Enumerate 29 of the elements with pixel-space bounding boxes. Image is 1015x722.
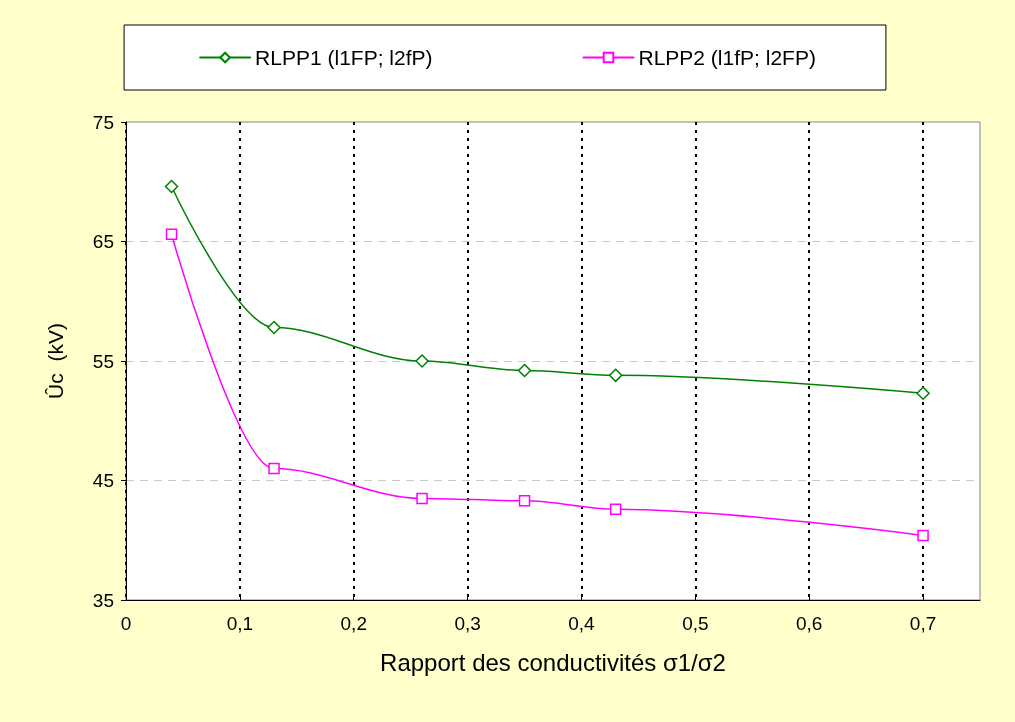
y-tick-label: 75 <box>92 111 114 133</box>
legend-label: RLPP1 (l1FP; l2fP) <box>255 46 433 69</box>
x-tick-label: 0,1 <box>226 613 254 634</box>
point <box>608 368 623 383</box>
x-axis-title: Rapport des conductivités σ1/σ2 <box>380 648 726 676</box>
point <box>916 386 930 401</box>
x-tick-label: 0,5 <box>682 613 709 634</box>
point <box>165 228 178 241</box>
y-tick-label: 65 <box>92 231 114 252</box>
point <box>518 495 531 507</box>
x-tick-label: 0,6 <box>795 613 823 634</box>
y-axis-title: Ûc (kV) <box>44 323 67 399</box>
point <box>917 529 929 542</box>
point <box>416 492 428 505</box>
x-tick-label: 0 <box>120 613 132 634</box>
x-tick-label: 0,7 <box>909 613 937 634</box>
point <box>268 462 280 475</box>
point <box>164 179 179 194</box>
point <box>415 354 429 368</box>
x-tick-label: 0,4 <box>568 613 596 634</box>
y-tick-label: 45 <box>92 470 114 491</box>
point <box>517 363 532 378</box>
legend-label: RLPP2 (l1fP; l2FP) <box>638 46 816 69</box>
point <box>267 320 281 335</box>
y-tick-label: 35 <box>92 589 114 611</box>
y-tick-label: 55 <box>92 350 114 372</box>
x-tick-label: 0,2 <box>340 613 367 634</box>
point <box>609 503 622 515</box>
x-tick-label: 0,3 <box>454 613 481 634</box>
